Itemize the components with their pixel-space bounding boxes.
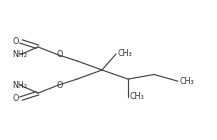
- Text: O: O: [13, 94, 19, 103]
- Text: O: O: [56, 81, 63, 90]
- Text: O: O: [13, 37, 19, 46]
- Text: NH₂: NH₂: [12, 81, 28, 90]
- Text: NH₂: NH₂: [12, 50, 28, 59]
- Text: CH₃: CH₃: [180, 77, 194, 86]
- Text: CH₃: CH₃: [130, 92, 145, 101]
- Text: O: O: [56, 50, 63, 59]
- Text: CH₃: CH₃: [118, 49, 133, 58]
